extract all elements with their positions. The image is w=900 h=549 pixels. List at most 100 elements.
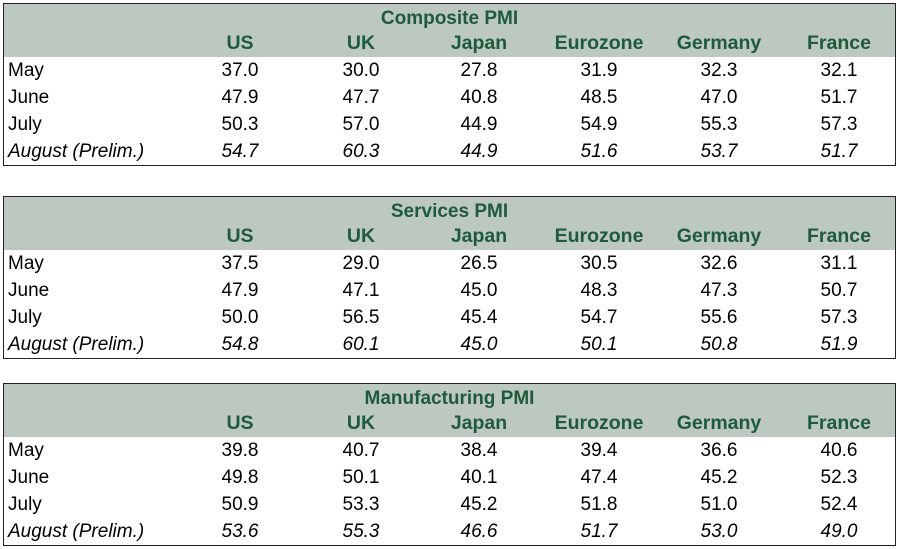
column-header: Japan xyxy=(450,412,508,434)
data-cell: 54.7 xyxy=(580,307,618,328)
data-cell: 48.3 xyxy=(580,280,618,301)
row-label: May xyxy=(8,440,44,461)
data-cell: 44.9 xyxy=(460,141,498,162)
row-label: June xyxy=(8,87,50,108)
data-cell: 45.0 xyxy=(460,280,498,301)
column-header: Eurozone xyxy=(554,32,644,54)
data-cell: 32.6 xyxy=(700,253,738,274)
table-row: May 37.5 29.0 26.5 30.5 32.6 31.1 xyxy=(4,250,895,277)
data-cell: 47.4 xyxy=(580,467,618,488)
data-cell: 50.1 xyxy=(342,467,380,488)
table-row: July 50.0 56.5 45.4 54.7 55.6 57.3 xyxy=(4,304,895,331)
row-label: August (Prelim.) xyxy=(8,521,145,542)
data-cell: 56.5 xyxy=(342,307,380,328)
data-cell: 53.3 xyxy=(342,494,380,515)
column-header-row: US UK Japan Eurozone Germany France xyxy=(4,411,895,437)
data-cell: 52.4 xyxy=(820,494,858,515)
table-title: Composite PMI xyxy=(380,8,519,29)
column-header: Japan xyxy=(450,32,508,54)
data-cell: 30.0 xyxy=(342,60,380,81)
data-cell: 57.3 xyxy=(820,307,858,328)
data-cell: 47.3 xyxy=(700,280,738,301)
column-header: Germany xyxy=(676,32,762,54)
data-cell: 49.8 xyxy=(221,467,259,488)
data-cell: 51.6 xyxy=(580,141,618,162)
data-cell: 47.0 xyxy=(700,87,738,108)
table-header: Composite PMI US UK Japan Eurozone Germany Fra… xyxy=(4,4,895,57)
data-cell: 39.4 xyxy=(580,440,618,461)
data-cell: 30.5 xyxy=(580,253,618,274)
row-label: May xyxy=(8,253,44,274)
table-row: July 50.3 57.0 44.9 54.9 55.3 57.3 xyxy=(4,111,895,138)
data-cell: 53.0 xyxy=(700,521,738,542)
data-cell: 54.9 xyxy=(580,114,618,135)
row-label: July xyxy=(8,494,42,515)
row-label: August (Prelim.) xyxy=(8,141,145,162)
data-cell: 32.1 xyxy=(820,60,858,81)
column-header: US xyxy=(226,412,254,434)
data-cell: 36.6 xyxy=(700,440,738,461)
table-row: May 39.8 40.7 38.4 39.4 36.6 40.6 xyxy=(4,437,895,464)
data-cell: 31.9 xyxy=(580,60,618,81)
data-cell: 40.7 xyxy=(342,440,380,461)
column-header: Japan xyxy=(450,225,508,247)
data-cell: 47.7 xyxy=(342,87,380,108)
column-header: France xyxy=(807,412,871,434)
column-header: France xyxy=(807,32,871,54)
data-cell: 52.3 xyxy=(820,467,858,488)
pmi-table: Composite PMI US UK Japan Eurozone Germany Fra… xyxy=(3,3,896,166)
row-label: August (Prelim.) xyxy=(8,334,145,355)
pmi-table: Manufacturing PMI US UK Japan Eurozone German… xyxy=(3,383,896,546)
data-cell: 51.7 xyxy=(820,141,858,162)
data-cell: 51.0 xyxy=(700,494,738,515)
data-cell: 50.8 xyxy=(700,334,738,355)
data-cell: 32.3 xyxy=(700,60,738,81)
column-header: Germany xyxy=(676,412,762,434)
data-cell: 50.7 xyxy=(820,280,858,301)
data-cell: 55.6 xyxy=(700,307,738,328)
data-cell: 53.6 xyxy=(221,521,259,542)
table-row: June 47.9 47.1 45.0 48.3 47.3 50.7 xyxy=(4,277,895,304)
data-cell: 39.8 xyxy=(221,440,259,461)
row-label: July xyxy=(8,114,42,135)
pmi-table: Services PMI US UK Japan Eurozone Germany Fran… xyxy=(3,196,896,359)
table-row: July 50.9 53.3 45.2 51.8 51.0 52.4 xyxy=(4,491,895,518)
column-header: UK xyxy=(346,225,376,247)
data-cell: 37.0 xyxy=(221,60,259,81)
data-cell: 60.3 xyxy=(342,141,380,162)
data-cell: 38.4 xyxy=(460,440,498,461)
data-cell: 44.9 xyxy=(460,114,498,135)
data-cell: 51.8 xyxy=(580,494,618,515)
data-cell: 27.8 xyxy=(460,60,498,81)
data-cell: 47.9 xyxy=(221,280,259,301)
data-cell: 45.4 xyxy=(460,307,498,328)
data-cell: 31.1 xyxy=(820,253,858,274)
table-row: May 37.0 30.0 27.8 31.9 32.3 32.1 xyxy=(4,57,895,84)
column-header-row: US UK Japan Eurozone Germany France xyxy=(4,31,895,57)
table-row: August (Prelim.) 54.8 60.1 45.0 50.1 50.8 51.9 xyxy=(4,331,895,358)
column-header: Germany xyxy=(676,225,762,247)
data-cell: 51.7 xyxy=(580,521,618,542)
row-label: July xyxy=(8,307,42,328)
data-cell: 40.1 xyxy=(460,467,498,488)
data-cell: 57.0 xyxy=(342,114,380,135)
column-header: UK xyxy=(346,412,376,434)
data-cell: 47.9 xyxy=(221,87,259,108)
data-cell: 47.1 xyxy=(342,280,380,301)
data-cell: 48.5 xyxy=(580,87,618,108)
row-label: May xyxy=(8,60,44,81)
data-cell: 50.3 xyxy=(221,114,259,135)
data-cell: 51.9 xyxy=(820,334,858,355)
data-cell: 54.7 xyxy=(221,141,259,162)
data-cell: 26.5 xyxy=(460,253,498,274)
data-cell: 51.7 xyxy=(820,87,858,108)
data-cell: 60.1 xyxy=(342,334,380,355)
data-cell: 50.0 xyxy=(221,307,259,328)
data-cell: 50.9 xyxy=(221,494,259,515)
data-cell: 45.2 xyxy=(700,467,738,488)
column-header: UK xyxy=(346,32,376,54)
data-cell: 45.2 xyxy=(460,494,498,515)
table-title: Manufacturing PMI xyxy=(364,388,535,409)
data-cell: 29.0 xyxy=(342,253,380,274)
data-cell: 40.8 xyxy=(460,87,498,108)
